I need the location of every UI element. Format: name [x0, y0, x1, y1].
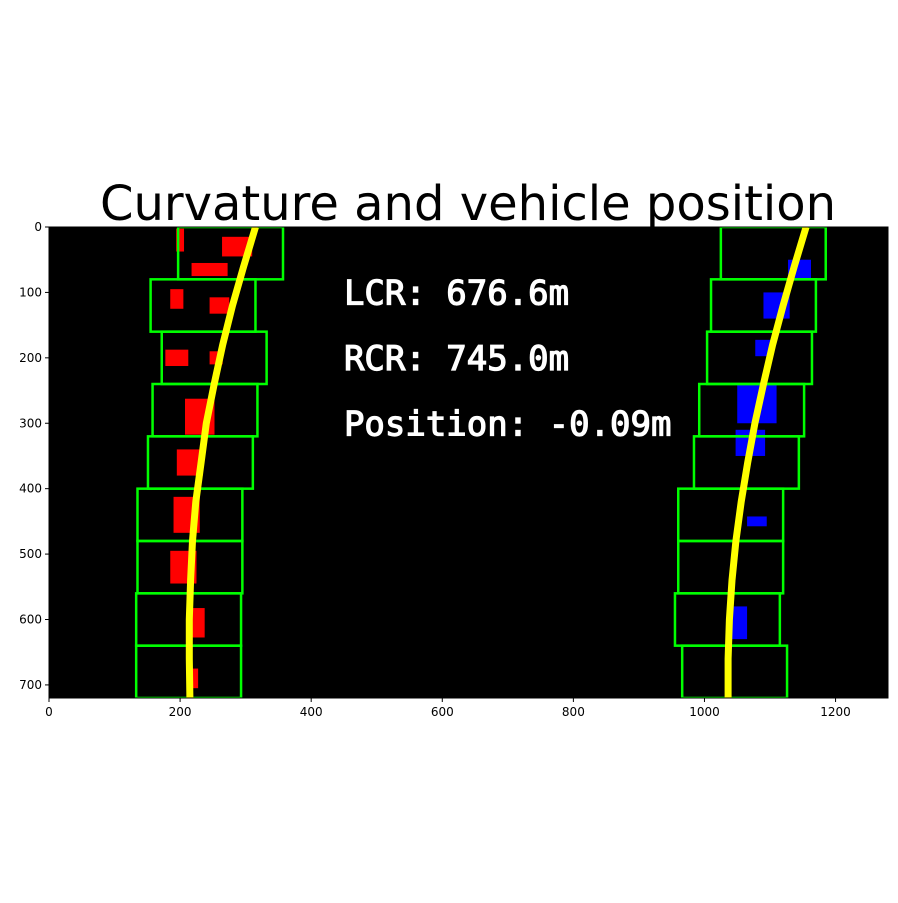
chart-title: Curvature and vehicle position [99, 176, 837, 232]
y-tick-label: 100 [19, 285, 42, 299]
y-tick-label: 500 [19, 547, 42, 561]
left-lane-pixels [209, 297, 230, 314]
right-lane-pixels [747, 516, 767, 527]
left-fit-line [185, 227, 259, 698]
right-fit-line [724, 227, 810, 698]
y-tick-label: 700 [19, 678, 42, 692]
y-tick-label: 300 [19, 416, 42, 430]
left-lane-pixels [191, 262, 228, 277]
x-tick-label: 800 [562, 705, 585, 719]
x-tick-label: 200 [169, 705, 192, 719]
left-lane-pixels [188, 668, 199, 689]
plot-layer: LCR: 676.6m RCR: 745.0m Position: -0.09m [134, 227, 827, 698]
x-tick-label: 600 [431, 705, 454, 719]
right-search-window [680, 644, 789, 698]
axes-frame [48, 226, 889, 699]
x-tick-label: 1000 [689, 705, 720, 719]
x-tick-label: 1200 [820, 705, 851, 719]
left-lane-pixels [170, 289, 184, 309]
annotation-text: LCR: 676.6m [344, 273, 569, 313]
annotation-text: Position: -0.09m [344, 404, 672, 444]
x-tick-label: 400 [300, 705, 323, 719]
left-lane-pixels [165, 349, 189, 367]
x-tick-label: 0 [45, 705, 53, 719]
y-tick-label: 200 [19, 351, 42, 365]
left-lane-pixels [176, 228, 185, 252]
annotation-text: RCR: 745.0m [344, 339, 569, 379]
y-tick-label: 400 [19, 482, 42, 496]
y-tick-label: 600 [19, 613, 42, 627]
y-tick-label: 0 [34, 220, 42, 234]
